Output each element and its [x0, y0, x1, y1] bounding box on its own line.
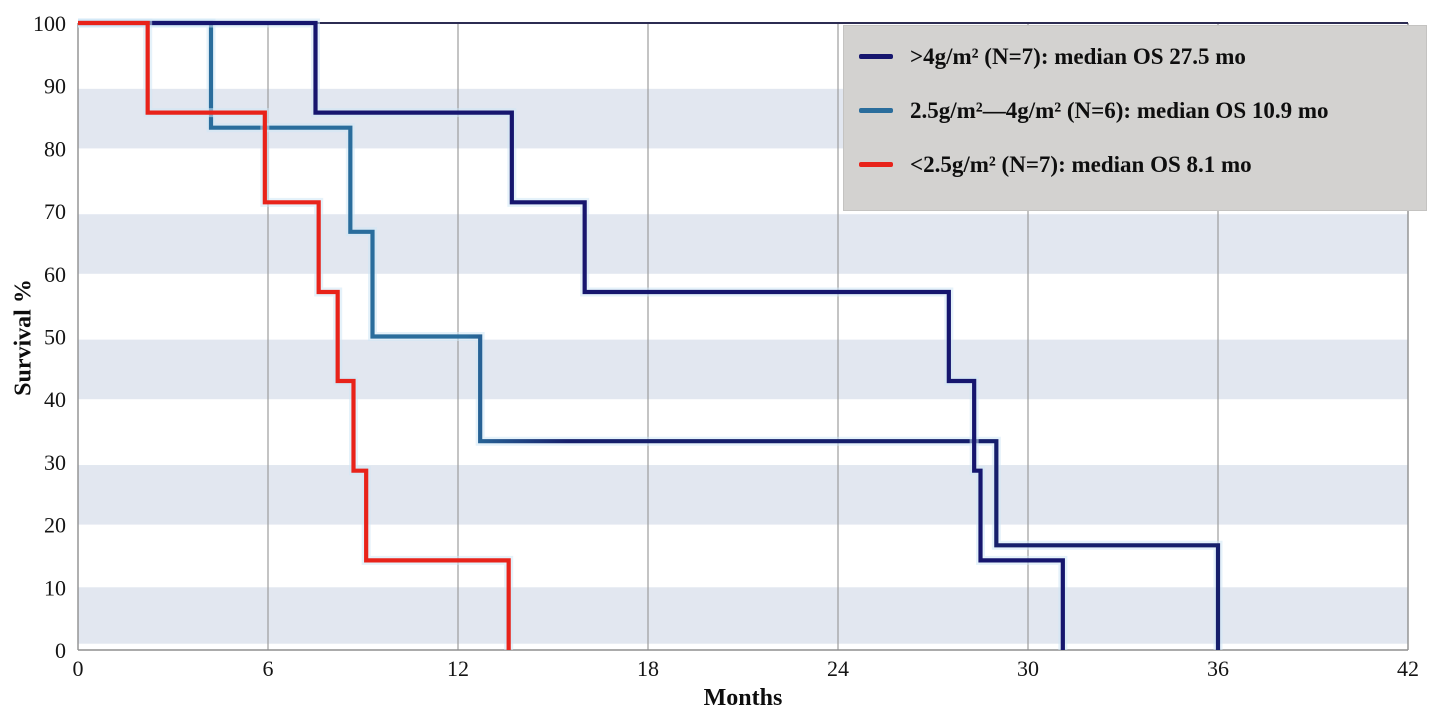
- plot-band: [78, 214, 1408, 274]
- y-axis-title: Survival %: [10, 279, 37, 396]
- plot-band: [78, 339, 1408, 400]
- x-tick-label: 6: [263, 656, 274, 681]
- y-tick-label: 100: [33, 11, 66, 36]
- y-tick-label: 20: [44, 513, 66, 538]
- x-tick-label: 0: [73, 656, 84, 681]
- x-tick-label: 42: [1397, 656, 1419, 681]
- legend-label-low-dose: <2.5g/m² (N=7): median OS 8.1 mo: [910, 151, 1252, 177]
- y-tick-label: 40: [44, 387, 66, 412]
- plot-band: [78, 465, 1408, 525]
- legend-swatch-mid-dose-icon: [859, 107, 893, 113]
- legend-item-mid-dose: 2.5g/m²—4g/m² (N=6): median OS 10.9 mo: [859, 99, 1418, 122]
- x-axis-title: Months: [703, 685, 783, 711]
- legend-swatch-high-dose-icon: [859, 53, 893, 59]
- series-line-0: [78, 20, 1065, 650]
- y-tick-label: 90: [44, 74, 66, 99]
- x-tick-label: 18: [637, 656, 659, 681]
- legend-label-high-dose: >4g/m² (N=7): median OS 27.5 mo: [910, 43, 1246, 69]
- plot-band: [78, 587, 1408, 644]
- y-tick-label: 10: [44, 575, 66, 600]
- y-tick-label: 60: [44, 262, 66, 287]
- series-line-1: [78, 20, 1221, 650]
- legend-label-mid-dose: 2.5g/m²—4g/m² (N=6): median OS 10.9 mo: [910, 97, 1329, 123]
- y-tick-label: 30: [44, 450, 66, 475]
- legend-item-high-dose: >4g/m² (N=7): median OS 27.5 mo: [859, 45, 1418, 68]
- x-tick-label: 12: [447, 656, 469, 681]
- series-line-2: [78, 20, 511, 650]
- x-tick-label: 24: [827, 656, 849, 681]
- legend: >4g/m² (N=7): median OS 27.5 mo 2.5g/m²—…: [843, 25, 1427, 211]
- x-tick-label: 36: [1207, 656, 1229, 681]
- legend-item-low-dose: <2.5g/m² (N=7): median OS 8.1 mo: [859, 153, 1418, 176]
- y-tick-label: 50: [44, 325, 66, 350]
- x-tick-label: 30: [1017, 656, 1039, 681]
- legend-swatch-low-dose-icon: [859, 161, 893, 167]
- y-tick-label: 70: [44, 199, 66, 224]
- y-tick-label: 80: [44, 136, 66, 161]
- y-tick-label: 0: [55, 638, 66, 663]
